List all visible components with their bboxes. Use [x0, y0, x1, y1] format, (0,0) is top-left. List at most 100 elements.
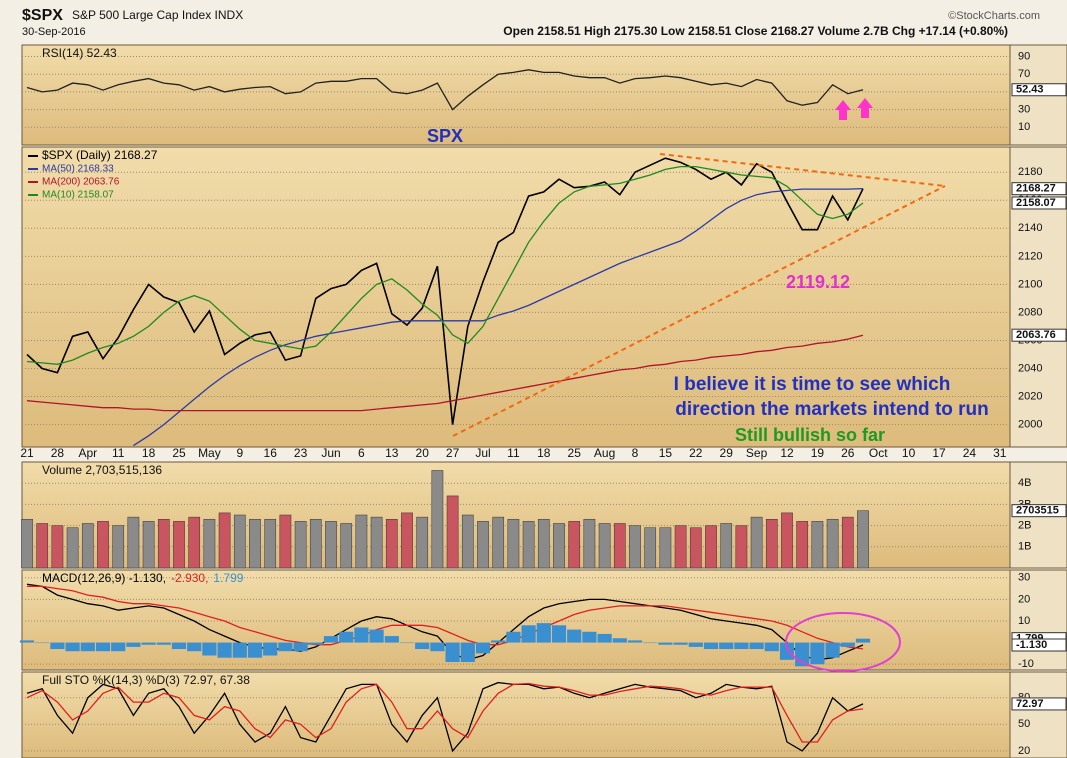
- x-tick-label: Aug: [594, 446, 615, 460]
- histogram-bar: [810, 642, 825, 665]
- volume-bar: [492, 516, 505, 569]
- volume-bar: [598, 523, 611, 569]
- series-line: [26, 157, 864, 425]
- x-tick-label: 22: [689, 446, 703, 460]
- legend-entry: 1.799: [213, 571, 243, 585]
- value-tag-label: 52.43: [1016, 84, 1044, 96]
- histogram-bar: [460, 642, 475, 663]
- histogram-bar: [597, 633, 612, 643]
- value-tag: [1011, 638, 1067, 652]
- histogram-bar: [855, 638, 871, 643]
- volume-bar: [97, 521, 109, 569]
- histogram-bar: [536, 623, 551, 643]
- annotation: direction the markets intend to run: [675, 399, 989, 420]
- volume-bar: [142, 521, 155, 569]
- histogram-bar: [734, 642, 749, 650]
- y-tick-label: 20: [1018, 745, 1030, 757]
- y-tick-label: 2120: [1018, 250, 1042, 262]
- volume-bar: [613, 523, 626, 569]
- x-tick-label: 28: [51, 446, 65, 460]
- histogram-bar: [19, 640, 35, 643]
- histogram-bar: [263, 642, 278, 656]
- y-tick-label: 70: [1018, 68, 1030, 80]
- y-tick-label: 2080: [1018, 306, 1042, 318]
- volume-bar: [857, 510, 869, 569]
- panel-frame: [21, 44, 1011, 146]
- volume-bar: [173, 521, 185, 569]
- x-tick-label: Sep: [746, 446, 768, 460]
- histogram-bar: [749, 642, 764, 650]
- x-tick-label: May: [198, 446, 221, 460]
- histogram-bar: [232, 642, 247, 658]
- volume-bar: [81, 523, 94, 569]
- histogram-bar: [719, 642, 734, 650]
- y-tick-label: 90: [1018, 50, 1030, 62]
- value-tag-label: 2158.07: [1016, 197, 1056, 209]
- volume-bar: [66, 527, 79, 569]
- series-line: [27, 585, 864, 650]
- arrow: [835, 100, 851, 120]
- volume-bar: [781, 512, 793, 569]
- x-tick-label: 25: [568, 446, 582, 460]
- x-tick-label: 18: [537, 446, 551, 460]
- y-tick-label: 2180: [1018, 166, 1042, 178]
- histogram-bar: [35, 642, 50, 644]
- volume-bar: [461, 514, 474, 569]
- value-tag: [1011, 504, 1067, 518]
- annotation: Still bullish so far: [735, 425, 885, 445]
- histogram-bar: [384, 636, 399, 643]
- x-tick-label: 26: [841, 446, 855, 460]
- histogram-bar: [65, 642, 80, 652]
- histogram-bar: [612, 638, 627, 643]
- volume-bar: [51, 525, 64, 569]
- volume-bar: [826, 518, 839, 569]
- legend-entry: MACD(12,26,9) -1.130,: [42, 571, 166, 585]
- arrow: [857, 98, 873, 118]
- volume-bar: [385, 518, 398, 569]
- legend-entry: MA(200) 2063.76: [42, 177, 120, 188]
- volume-bar: [188, 516, 201, 569]
- volume-bar: [370, 516, 383, 569]
- volume-bar: [537, 518, 550, 569]
- volume-bar: [644, 527, 657, 569]
- value-tag: [1011, 196, 1067, 210]
- volume-bar: [553, 523, 565, 569]
- histogram-bar: [445, 642, 460, 663]
- y-tick-label: 1B: [1018, 541, 1031, 553]
- volume-bar: [659, 527, 672, 569]
- x-tick-label: Apr: [78, 446, 97, 460]
- volume-bar: [507, 518, 520, 569]
- histogram-bar: [779, 642, 795, 660]
- series-line: [26, 334, 864, 412]
- x-tick-label: 16: [264, 446, 278, 460]
- x-tick-label: Jun: [321, 446, 340, 460]
- histogram-bar: [278, 642, 293, 652]
- x-tick-label: 23: [294, 446, 308, 460]
- volume-bar: [431, 470, 444, 569]
- x-tick-label: 15: [659, 446, 673, 460]
- histogram-bar: [171, 642, 187, 650]
- volume-bar: [401, 512, 413, 569]
- histogram-bar: [688, 642, 703, 647]
- volume-bar: [522, 521, 535, 569]
- volume-bar: [279, 514, 292, 569]
- panel-title: RSI(14) 52.43: [42, 46, 117, 60]
- quote: Open 2158.51 High 2175.30 Low 2158.51 Cl…: [503, 24, 1008, 38]
- volume-bar: [583, 518, 596, 569]
- x-tick-label: 24: [963, 446, 977, 460]
- series-line: [26, 165, 864, 365]
- volume-bar: [233, 514, 246, 569]
- legend-entry: -2.930,: [171, 571, 208, 585]
- histogram-bar: [627, 640, 643, 643]
- series-line: [26, 583, 864, 661]
- value-tag: [1011, 697, 1067, 711]
- legend: MACD(12,26,9) -1.130, -2.930, 1.799: [42, 571, 244, 585]
- value-tag-label: 2703515: [1016, 505, 1059, 517]
- annotation: 2119.12: [786, 272, 850, 292]
- volume-bar: [629, 525, 641, 569]
- volume-bar: [811, 521, 824, 569]
- volume-bar: [36, 523, 49, 569]
- volume-bar: [203, 518, 216, 569]
- histogram-bar: [202, 642, 217, 656]
